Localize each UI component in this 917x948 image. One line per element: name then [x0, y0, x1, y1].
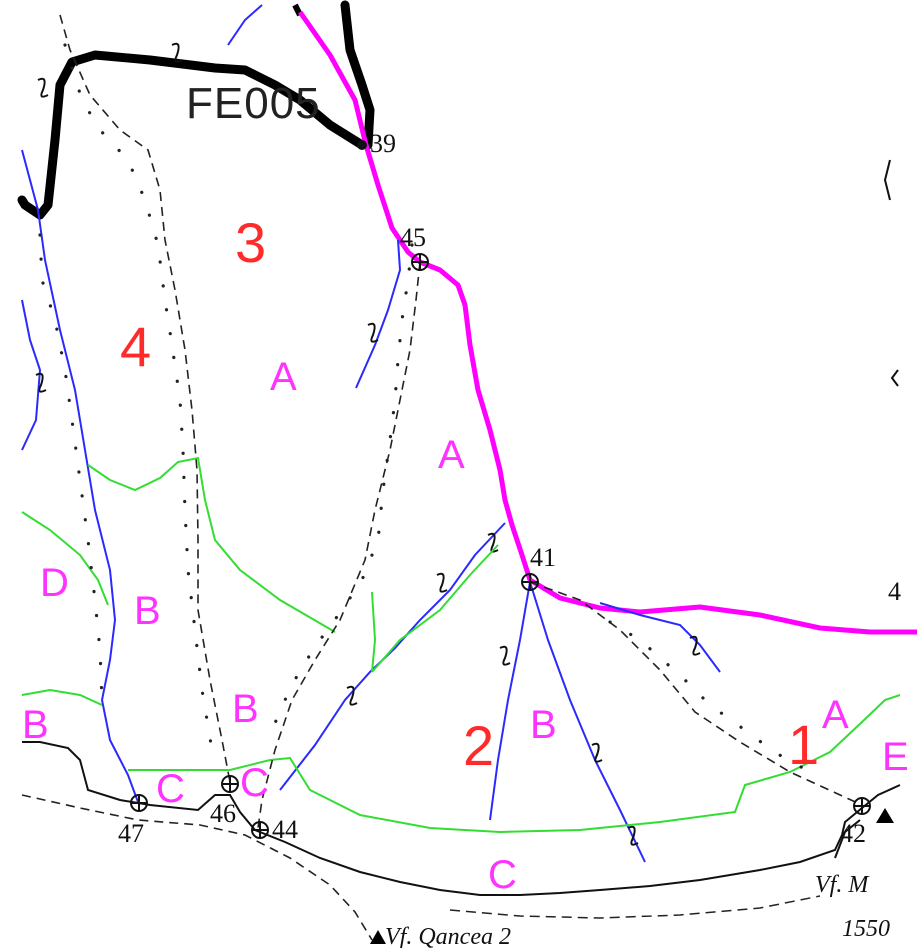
stream-tick	[171, 42, 183, 63]
point-number: 46	[210, 799, 236, 828]
stand-boundary-line	[21, 688, 103, 706]
forest-road-line	[297, 10, 917, 635]
subunit-letter: C	[488, 853, 517, 897]
ridge-path-line	[21, 794, 373, 941]
terrain-boundary-line	[883, 159, 891, 201]
stream-east-line	[599, 602, 721, 673]
lower-dashed-line	[449, 895, 821, 919]
subunit-letter: A	[438, 433, 465, 477]
stand-boundary-line	[87, 456, 336, 633]
subunit-letter: C	[240, 761, 269, 805]
property-code-label: FE005	[186, 79, 321, 128]
terrain-boundary-line	[834, 819, 861, 859]
subunit-letter: A	[270, 355, 297, 399]
stream-tick	[35, 372, 47, 393]
property-boundary-line	[17, 50, 367, 220]
stand-boundary-line	[128, 694, 901, 834]
survey-point-marker	[411, 253, 429, 271]
ridge-path-line	[257, 261, 421, 829]
peak-triangle-icon	[876, 808, 894, 823]
survey-point-marker	[357, 140, 367, 150]
stream-diagonal-line	[279, 522, 506, 791]
point-number: 39	[370, 129, 396, 158]
subunit-letter: C	[156, 767, 185, 811]
peak-triangle-icon	[370, 930, 386, 944]
compartment-number: 4	[120, 315, 151, 378]
subunit-letter: B	[232, 687, 259, 731]
stream-south-b-line	[529, 581, 646, 863]
stand-boundary-line	[371, 591, 377, 673]
survey-point-marker	[130, 794, 148, 812]
peak-name-label: Vf. Qancea 2	[385, 924, 511, 948]
point-number: 44	[272, 815, 298, 844]
survey-point-marker	[221, 775, 239, 793]
stand-boundary-line	[371, 544, 499, 673]
survey-point-marker	[521, 573, 539, 591]
subunit-letter: A	[822, 693, 849, 737]
stream-west-line	[21, 149, 139, 803]
stream-tick	[591, 742, 603, 763]
survey-point-marker	[853, 797, 871, 815]
point-number: 45	[400, 223, 426, 252]
survey-point-marker	[251, 821, 269, 839]
stream-tick	[487, 532, 499, 553]
stream-tick	[436, 572, 448, 593]
ridge-path-line	[59, 14, 231, 783]
subunit-letter: B	[134, 589, 161, 633]
dotted-boundary-line	[63, 43, 214, 752]
terrain-boundary-line	[22, 741, 901, 896]
stream-north-line	[227, 4, 263, 46]
subunit-letter: B	[530, 703, 557, 747]
stream-tick	[499, 645, 511, 666]
compartment-number: 1	[788, 713, 819, 776]
point-number: 41	[530, 543, 556, 572]
point-number: 4	[888, 577, 901, 606]
peak-elevation-label: 1550	[842, 916, 890, 942]
dotted-boundary-line	[608, 620, 814, 774]
peak-name-label: Vf. M	[815, 872, 870, 898]
subunit-letter: D	[40, 561, 69, 605]
subunit-letter: E	[882, 735, 909, 779]
stream-tick	[689, 635, 701, 656]
point-number: 47	[118, 819, 144, 848]
stream-central-line	[355, 239, 402, 389]
stream-tick	[37, 77, 49, 98]
terrain-boundary-line	[890, 369, 899, 387]
point-number: 42	[840, 819, 866, 848]
stand-boundary-line	[21, 511, 109, 606]
property-boundary-north-line	[340, 0, 375, 150]
stream-south-a-line	[489, 581, 531, 821]
stream-tick	[346, 685, 358, 706]
dotted-boundary-line	[270, 243, 414, 732]
stream-tick	[367, 322, 379, 343]
ridge-path-line	[529, 581, 863, 806]
compartment-number: 2	[463, 714, 494, 777]
stream-west-branch-line	[21, 299, 42, 451]
subunit-letter: B	[22, 703, 49, 747]
compartment-number: 3	[235, 211, 266, 274]
stream-tick	[627, 825, 639, 846]
